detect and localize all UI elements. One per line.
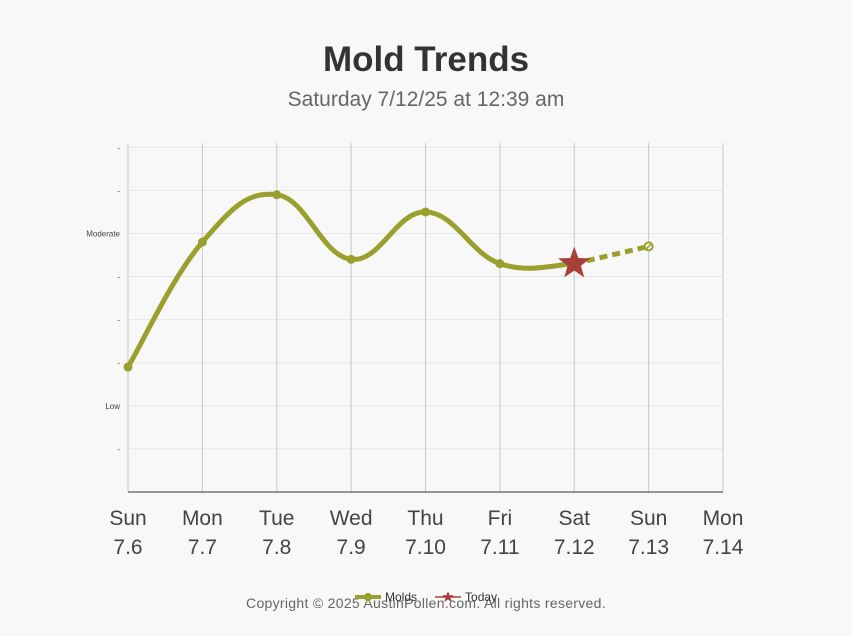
- today-star-marker[interactable]: [558, 246, 591, 278]
- x-tick-day-4: Thu: [407, 507, 443, 530]
- star-icon: [435, 591, 462, 602]
- x-tick-date-1: 7.7: [188, 536, 217, 559]
- data-point-5[interactable]: [495, 259, 505, 269]
- y-tick-label-2: -: [117, 359, 120, 368]
- x-tick-day-7: Sun: [630, 507, 667, 530]
- chart-title: Mold Trends: [322, 40, 530, 79]
- chart-subtitle: Saturday 7/12/25 at 12:39 am: [287, 88, 565, 111]
- line-dot-icon: [355, 593, 381, 601]
- x-tick-day-5: Fri: [488, 507, 513, 530]
- x-tick-day-3: Wed: [330, 507, 373, 530]
- y-tick-label-0: -: [117, 445, 120, 454]
- x-tick-date-2: 7.8: [262, 536, 291, 559]
- x-tick-day-8: Mon: [703, 507, 744, 530]
- x-tick-date-0: 7.6: [113, 536, 142, 559]
- y-tick-label-5: Moderate: [86, 229, 120, 238]
- x-tick-date-4: 7.10: [405, 536, 446, 559]
- legend-label-molds: Molds: [385, 590, 418, 604]
- legend-label-today: Today: [465, 590, 498, 604]
- series-markers: [123, 190, 654, 372]
- chart-legend: Molds Today: [355, 589, 515, 605]
- series-molds: [125, 191, 650, 370]
- x-tick-day-0: Sun: [109, 507, 146, 530]
- y-tick-label-7: -: [117, 143, 120, 152]
- x-tick-day-1: Mon: [182, 507, 223, 530]
- x-tick-date-5: 7.11: [480, 536, 519, 559]
- data-point-0[interactable]: [123, 362, 133, 372]
- x-tick-date-8: 7.14: [703, 536, 744, 559]
- x-axis-labels: Sun 7.6 Mon 7.7 Tue 7.8 Wed 7.9 Thu 7.10 Fri 7.11 Sa…: [109, 507, 743, 559]
- x-tick-date-6: 7.12: [554, 536, 595, 559]
- data-point-1[interactable]: [197, 237, 207, 247]
- data-point-2[interactable]: [272, 190, 282, 200]
- y-tick-label-3: -: [117, 316, 120, 325]
- x-tick-day-6: Sat: [558, 507, 590, 530]
- data-point-3[interactable]: [346, 254, 356, 264]
- legend-item-molds[interactable]: Molds: [355, 590, 417, 604]
- y-tick-label-4: -: [117, 273, 120, 282]
- y-tick-label-1: Low: [105, 402, 120, 411]
- x-tick-date-3: 7.9: [337, 536, 366, 559]
- data-point-4[interactable]: [421, 207, 430, 217]
- x-tick-date-7: 7.13: [628, 536, 669, 559]
- legend-item-today[interactable]: Today: [435, 590, 497, 604]
- y-tick-label-6: -: [117, 186, 120, 195]
- copyright-text: Copyright © 2025 AustinPollen.com. All r…: [246, 595, 606, 611]
- y-axis-labels: - Low - - - Moderate - -: [86, 143, 120, 454]
- data-point-hatch-7: [645, 242, 653, 250]
- vertical-gridlines: [127, 143, 724, 492]
- x-tick-day-2: Tue: [259, 507, 294, 530]
